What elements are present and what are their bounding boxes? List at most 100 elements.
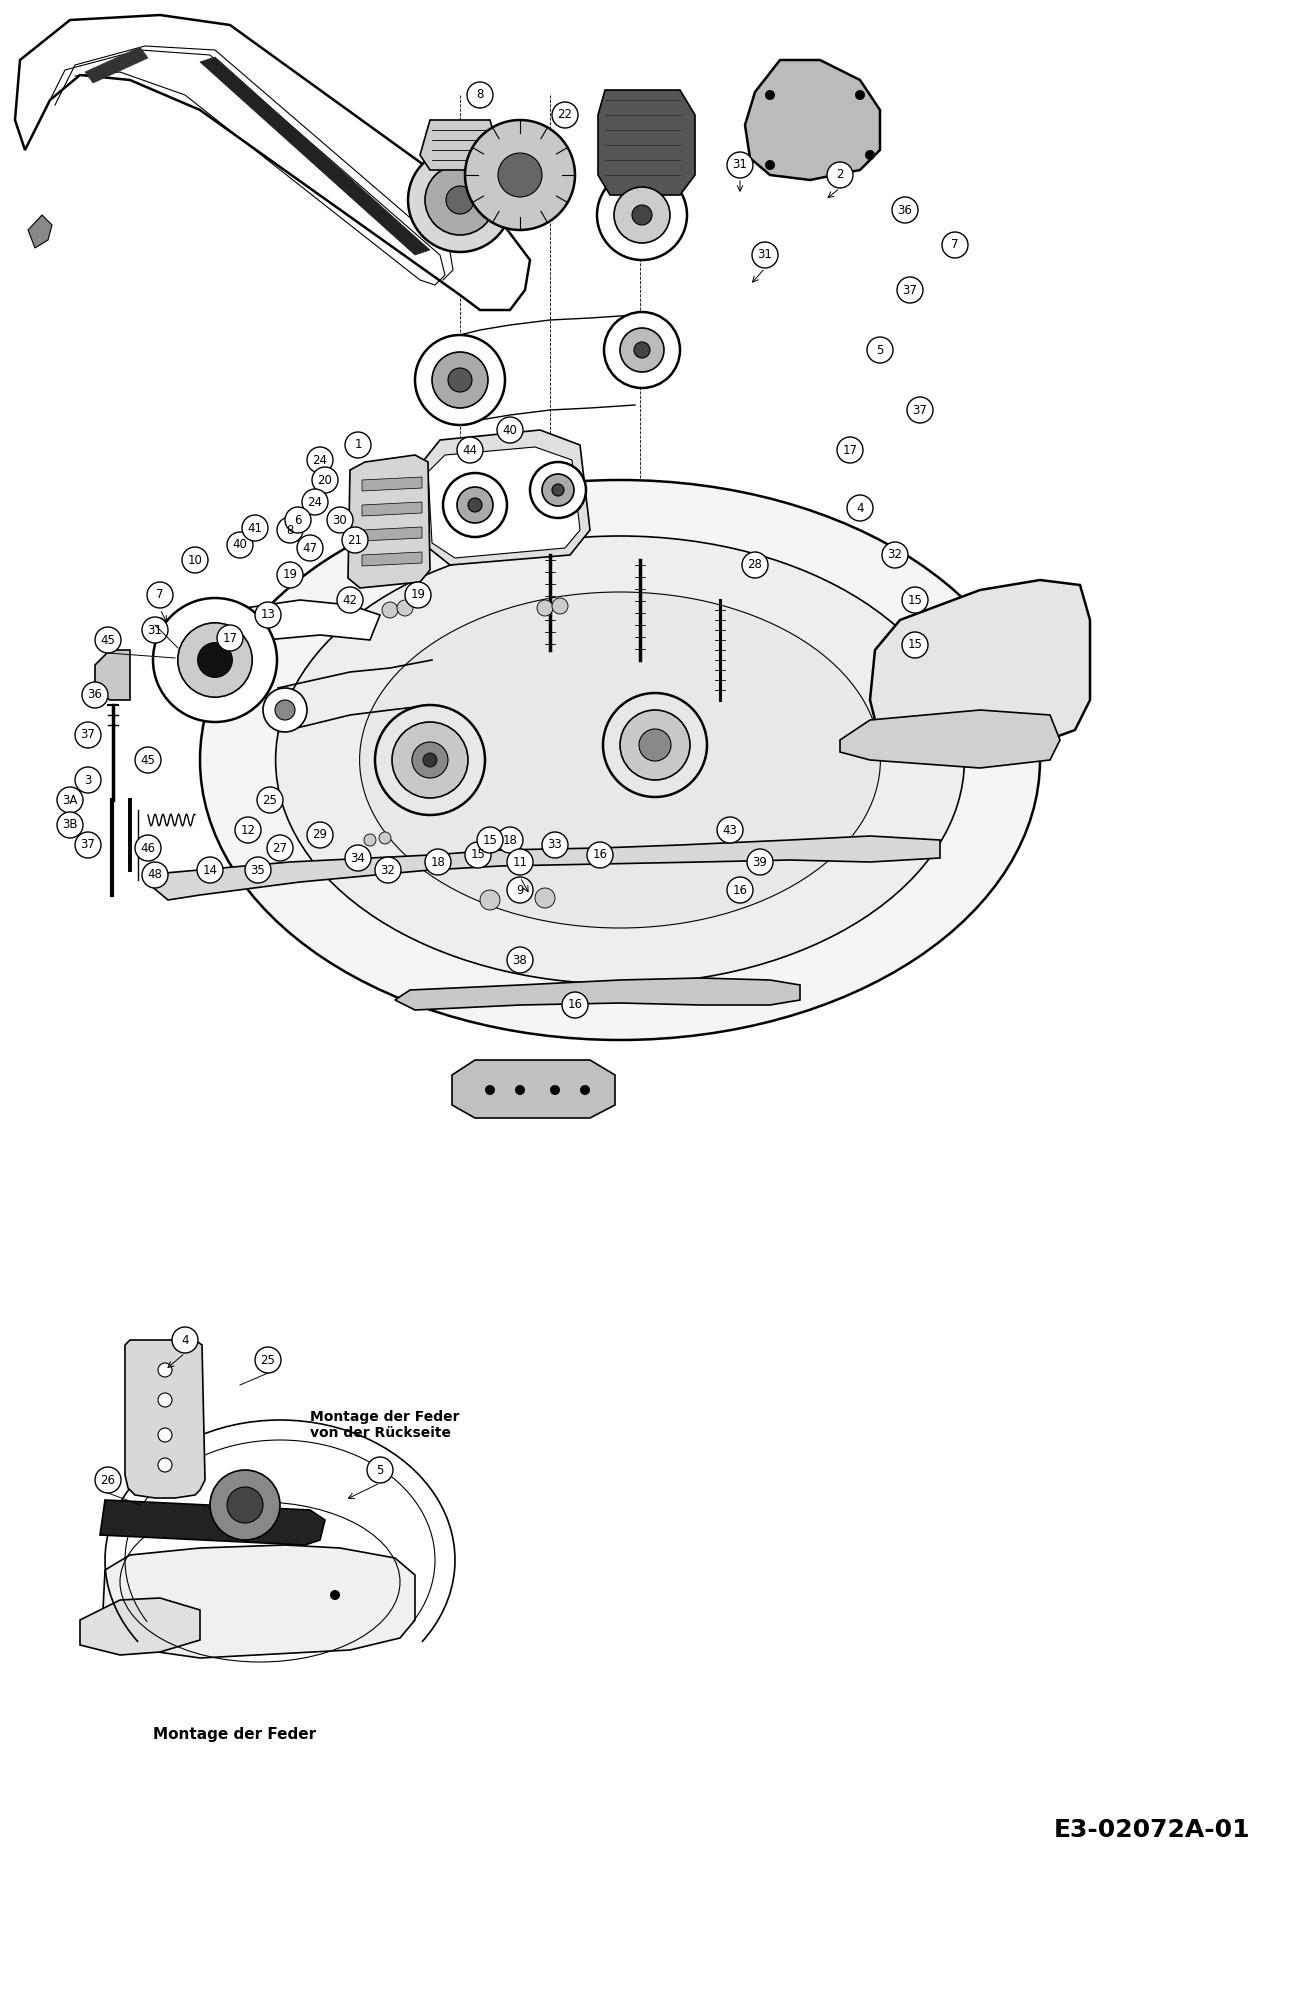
- Text: 15: 15: [907, 638, 923, 652]
- Text: 40: 40: [502, 424, 518, 436]
- Circle shape: [142, 862, 168, 888]
- Circle shape: [468, 498, 482, 512]
- Circle shape: [620, 710, 690, 780]
- Circle shape: [508, 876, 532, 904]
- Circle shape: [74, 766, 100, 792]
- Circle shape: [603, 694, 707, 796]
- Polygon shape: [100, 1500, 325, 1544]
- Circle shape: [587, 842, 613, 868]
- Circle shape: [508, 948, 532, 974]
- Circle shape: [620, 328, 664, 372]
- Circle shape: [552, 102, 578, 128]
- Circle shape: [902, 632, 928, 658]
- Circle shape: [254, 1348, 281, 1372]
- Circle shape: [328, 506, 352, 532]
- Circle shape: [542, 474, 574, 506]
- Ellipse shape: [200, 480, 1040, 1040]
- Circle shape: [552, 484, 564, 496]
- Circle shape: [257, 786, 283, 812]
- Text: Montage der Feder: Montage der Feder: [154, 1728, 317, 1742]
- Circle shape: [301, 488, 328, 514]
- Circle shape: [465, 842, 491, 868]
- Text: 44: 44: [462, 444, 478, 456]
- Text: 16: 16: [592, 848, 608, 862]
- Polygon shape: [348, 456, 431, 588]
- Text: 22: 22: [557, 108, 573, 122]
- Circle shape: [95, 628, 121, 652]
- Text: 16: 16: [568, 998, 582, 1012]
- Circle shape: [330, 1590, 341, 1600]
- Polygon shape: [745, 60, 880, 180]
- Circle shape: [579, 1084, 590, 1096]
- Circle shape: [367, 1456, 393, 1484]
- Text: 32: 32: [381, 864, 395, 876]
- Circle shape: [158, 1458, 172, 1472]
- Circle shape: [827, 162, 853, 188]
- Text: 10: 10: [188, 554, 202, 566]
- Text: 11: 11: [513, 856, 527, 868]
- Circle shape: [197, 642, 232, 678]
- Text: 5: 5: [376, 1464, 384, 1476]
- Polygon shape: [85, 46, 147, 82]
- Circle shape: [217, 624, 243, 652]
- Text: 33: 33: [548, 838, 562, 852]
- Circle shape: [902, 588, 928, 612]
- Polygon shape: [150, 836, 940, 900]
- Polygon shape: [125, 1340, 205, 1498]
- Text: 18: 18: [431, 856, 445, 868]
- Circle shape: [134, 746, 161, 772]
- Circle shape: [57, 812, 84, 838]
- Circle shape: [408, 148, 512, 252]
- Text: E3-02072A-01: E3-02072A-01: [1053, 1818, 1250, 1842]
- Text: 8: 8: [476, 88, 484, 102]
- Text: 8: 8: [286, 524, 294, 536]
- Text: 15: 15: [907, 594, 923, 606]
- Circle shape: [432, 352, 488, 408]
- Text: 9: 9: [517, 884, 523, 896]
- Polygon shape: [103, 1544, 415, 1658]
- Circle shape: [727, 152, 753, 178]
- Circle shape: [197, 856, 223, 884]
- Text: 26: 26: [100, 1474, 116, 1486]
- Text: 14: 14: [202, 864, 218, 876]
- Polygon shape: [95, 650, 130, 700]
- Text: 17: 17: [843, 444, 857, 456]
- Text: 43: 43: [723, 824, 737, 836]
- Polygon shape: [361, 552, 422, 566]
- Circle shape: [345, 432, 371, 458]
- Circle shape: [134, 836, 161, 860]
- Circle shape: [727, 876, 753, 904]
- Circle shape: [634, 342, 650, 358]
- Circle shape: [549, 1084, 560, 1096]
- Polygon shape: [27, 214, 52, 248]
- Circle shape: [268, 836, 294, 860]
- Polygon shape: [215, 600, 380, 656]
- Text: 5: 5: [877, 344, 883, 356]
- Polygon shape: [420, 120, 500, 170]
- Circle shape: [378, 832, 392, 844]
- Circle shape: [716, 816, 743, 844]
- Circle shape: [227, 1488, 264, 1524]
- Polygon shape: [598, 90, 696, 196]
- Circle shape: [632, 206, 652, 224]
- Text: 3A: 3A: [63, 794, 78, 806]
- Text: 48: 48: [147, 868, 162, 882]
- Circle shape: [442, 472, 508, 536]
- Circle shape: [241, 514, 268, 540]
- Text: 37: 37: [81, 728, 95, 742]
- Circle shape: [467, 82, 493, 108]
- Circle shape: [837, 438, 863, 464]
- Circle shape: [942, 232, 968, 258]
- Ellipse shape: [275, 536, 964, 984]
- Circle shape: [457, 438, 483, 464]
- Circle shape: [275, 700, 295, 720]
- Text: 35: 35: [251, 864, 265, 876]
- Text: 3B: 3B: [63, 818, 78, 832]
- Ellipse shape: [360, 592, 881, 928]
- Polygon shape: [361, 526, 422, 540]
- Circle shape: [423, 752, 437, 766]
- Circle shape: [405, 582, 431, 608]
- Text: 19: 19: [282, 568, 298, 582]
- Circle shape: [596, 170, 686, 260]
- Text: 37: 37: [81, 838, 95, 852]
